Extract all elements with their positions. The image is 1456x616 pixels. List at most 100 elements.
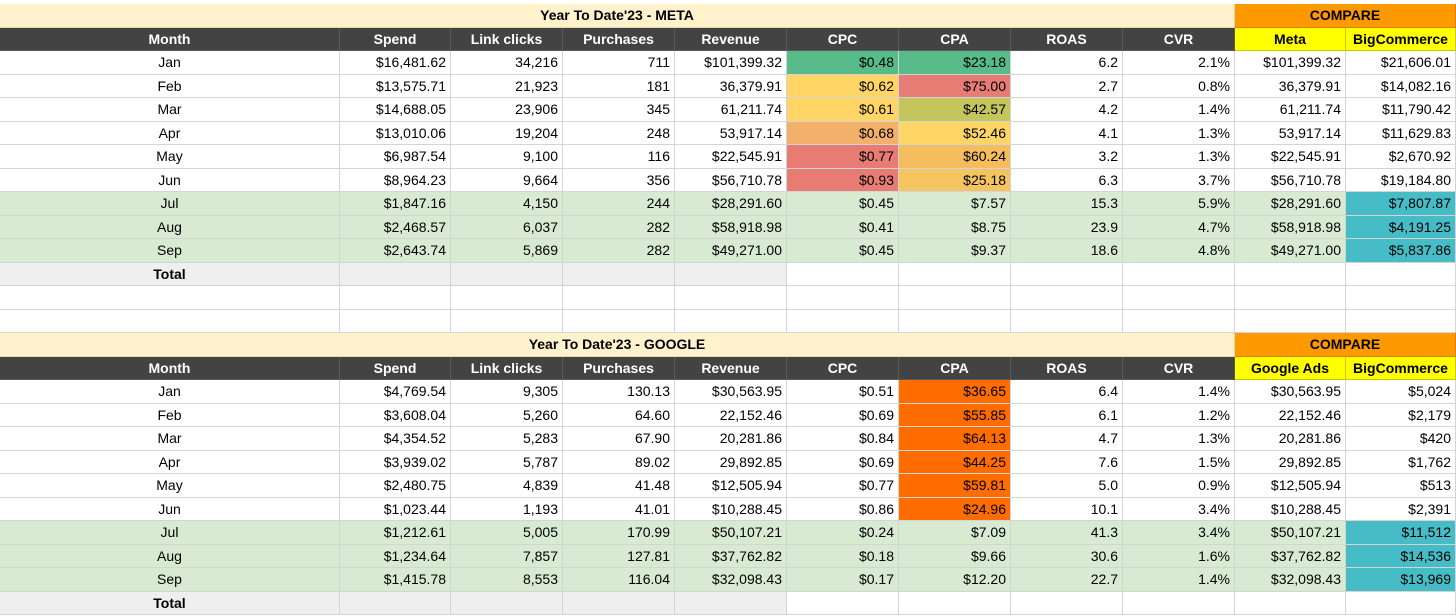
empty-cell[interactable]	[675, 309, 787, 333]
meta-total-compare-a[interactable]	[1235, 262, 1346, 286]
meta-total-roas[interactable]	[1011, 262, 1123, 286]
meta-cell-spend[interactable]: $8,964.23	[340, 168, 451, 192]
google-cell-link-clicks[interactable]: 4,839	[451, 474, 563, 498]
meta-cell-cpa[interactable]: $8.75	[899, 215, 1011, 239]
google-cell-cvr[interactable]: 1.6%	[1123, 544, 1235, 568]
google-cell-compare-b[interactable]: $2,391	[1346, 497, 1456, 521]
google-cell-spend[interactable]: $2,480.75	[340, 474, 451, 498]
google-cell-cpc[interactable]: $0.69	[787, 403, 899, 427]
meta-header-link-clicks[interactable]: Link clicks	[451, 27, 563, 51]
google-header-month[interactable]: Month	[0, 356, 340, 380]
google-cell-month[interactable]: Apr	[0, 450, 340, 474]
google-cell-compare-a[interactable]: $32,098.43	[1235, 568, 1346, 592]
google-cell-spend[interactable]: $1,212.61	[340, 521, 451, 545]
google-total-compare-b[interactable]	[1346, 591, 1456, 615]
meta-cell-cpc[interactable]: $0.48	[787, 51, 899, 75]
google-header-compare-b[interactable]: BigCommerce	[1346, 356, 1456, 380]
meta-cell-compare-b[interactable]: $11,629.83	[1346, 121, 1456, 145]
google-cell-cpa[interactable]: $64.13	[899, 427, 1011, 451]
google-cell-cpc[interactable]: $0.84	[787, 427, 899, 451]
google-cell-purchases[interactable]: 67.90	[563, 427, 675, 451]
google-cell-month[interactable]: Jan	[0, 380, 340, 404]
meta-cell-compare-a[interactable]: $22,545.91	[1235, 145, 1346, 169]
google-cell-cpc[interactable]: $0.77	[787, 474, 899, 498]
meta-cell-spend[interactable]: $2,468.57	[340, 215, 451, 239]
meta-header-spend[interactable]: Spend	[340, 27, 451, 51]
google-cell-cpa[interactable]: $24.96	[899, 497, 1011, 521]
google-cell-link-clicks[interactable]: 8,553	[451, 568, 563, 592]
google-cell-roas[interactable]: 10.1	[1011, 497, 1123, 521]
meta-cell-cvr[interactable]: 5.9%	[1123, 192, 1235, 216]
meta-cell-purchases[interactable]: 248	[563, 121, 675, 145]
empty-cell[interactable]	[1346, 286, 1456, 310]
google-cell-cpc[interactable]: $0.86	[787, 497, 899, 521]
empty-cell[interactable]	[451, 286, 563, 310]
meta-cell-roas[interactable]: 3.2	[1011, 145, 1123, 169]
meta-cell-revenue[interactable]: 61,211.74	[675, 98, 787, 122]
meta-cell-compare-a[interactable]: 61,211.74	[1235, 98, 1346, 122]
meta-total-cvr[interactable]	[1123, 262, 1235, 286]
google-cell-cpa[interactable]: $55.85	[899, 403, 1011, 427]
meta-header-compare-b[interactable]: BigCommerce	[1346, 27, 1456, 51]
google-cell-cvr[interactable]: 1.5%	[1123, 450, 1235, 474]
google-cell-month[interactable]: Feb	[0, 403, 340, 427]
google-total-spend[interactable]	[340, 591, 451, 615]
meta-cell-month[interactable]: Sep	[0, 239, 340, 263]
google-cell-cvr[interactable]: 0.9%	[1123, 474, 1235, 498]
google-cell-revenue[interactable]: $30,563.95	[675, 380, 787, 404]
meta-cell-link-clicks[interactable]: 5,869	[451, 239, 563, 263]
meta-cell-cpa[interactable]: $23.18	[899, 51, 1011, 75]
google-cell-spend[interactable]: $1,234.64	[340, 544, 451, 568]
meta-cell-compare-a[interactable]: $56,710.78	[1235, 168, 1346, 192]
meta-cell-link-clicks[interactable]: 23,906	[451, 98, 563, 122]
meta-cell-link-clicks[interactable]: 4,150	[451, 192, 563, 216]
meta-cell-cpa[interactable]: $25.18	[899, 168, 1011, 192]
google-cell-roas[interactable]: 6.1	[1011, 403, 1123, 427]
meta-cell-link-clicks[interactable]: 21,923	[451, 74, 563, 98]
google-cell-purchases[interactable]: 41.48	[563, 474, 675, 498]
meta-cell-roas[interactable]: 2.7	[1011, 74, 1123, 98]
meta-cell-purchases[interactable]: 711	[563, 51, 675, 75]
google-cell-purchases[interactable]: 116.04	[563, 568, 675, 592]
google-cell-cpa[interactable]: $12.20	[899, 568, 1011, 592]
meta-cell-month[interactable]: May	[0, 145, 340, 169]
meta-header-cpc[interactable]: CPC	[787, 27, 899, 51]
meta-cell-revenue[interactable]: $101,399.32	[675, 51, 787, 75]
meta-cell-spend[interactable]: $14,688.05	[340, 98, 451, 122]
meta-cell-revenue[interactable]: $58,918.98	[675, 215, 787, 239]
empty-cell[interactable]	[899, 309, 1011, 333]
empty-cell[interactable]	[0, 309, 340, 333]
google-cell-roas[interactable]: 30.6	[1011, 544, 1123, 568]
google-cell-cvr[interactable]: 1.4%	[1123, 380, 1235, 404]
empty-cell[interactable]	[340, 309, 451, 333]
empty-cell[interactable]	[1011, 286, 1123, 310]
google-total-cpc[interactable]	[787, 591, 899, 615]
meta-cell-cpc[interactable]: $0.61	[787, 98, 899, 122]
google-cell-spend[interactable]: $1,023.44	[340, 497, 451, 521]
meta-total-purchases[interactable]	[563, 262, 675, 286]
empty-cell[interactable]	[1011, 309, 1123, 333]
meta-cell-cvr[interactable]: 1.4%	[1123, 98, 1235, 122]
meta-cell-cpa[interactable]: $7.57	[899, 192, 1011, 216]
meta-cell-roas[interactable]: 6.3	[1011, 168, 1123, 192]
meta-header-purchases[interactable]: Purchases	[563, 27, 675, 51]
meta-total-revenue[interactable]	[675, 262, 787, 286]
google-cell-compare-b[interactable]: $5,024	[1346, 380, 1456, 404]
meta-cell-link-clicks[interactable]: 9,664	[451, 168, 563, 192]
meta-cell-cvr[interactable]: 0.8%	[1123, 74, 1235, 98]
google-cell-link-clicks[interactable]: 5,005	[451, 521, 563, 545]
google-cell-purchases[interactable]: 170.99	[563, 521, 675, 545]
meta-cell-compare-a[interactable]: $28,291.60	[1235, 192, 1346, 216]
meta-cell-month[interactable]: Aug	[0, 215, 340, 239]
meta-cell-link-clicks[interactable]: 6,037	[451, 215, 563, 239]
google-cell-compare-b[interactable]: $11,512	[1346, 521, 1456, 545]
google-header-cvr[interactable]: CVR	[1123, 356, 1235, 380]
meta-cell-month[interactable]: Mar	[0, 98, 340, 122]
meta-cell-roas[interactable]: 18.6	[1011, 239, 1123, 263]
google-total-cvr[interactable]	[1123, 591, 1235, 615]
meta-cell-cvr[interactable]: 4.8%	[1123, 239, 1235, 263]
google-cell-link-clicks[interactable]: 1,193	[451, 497, 563, 521]
meta-cell-purchases[interactable]: 181	[563, 74, 675, 98]
empty-cell[interactable]	[787, 309, 899, 333]
